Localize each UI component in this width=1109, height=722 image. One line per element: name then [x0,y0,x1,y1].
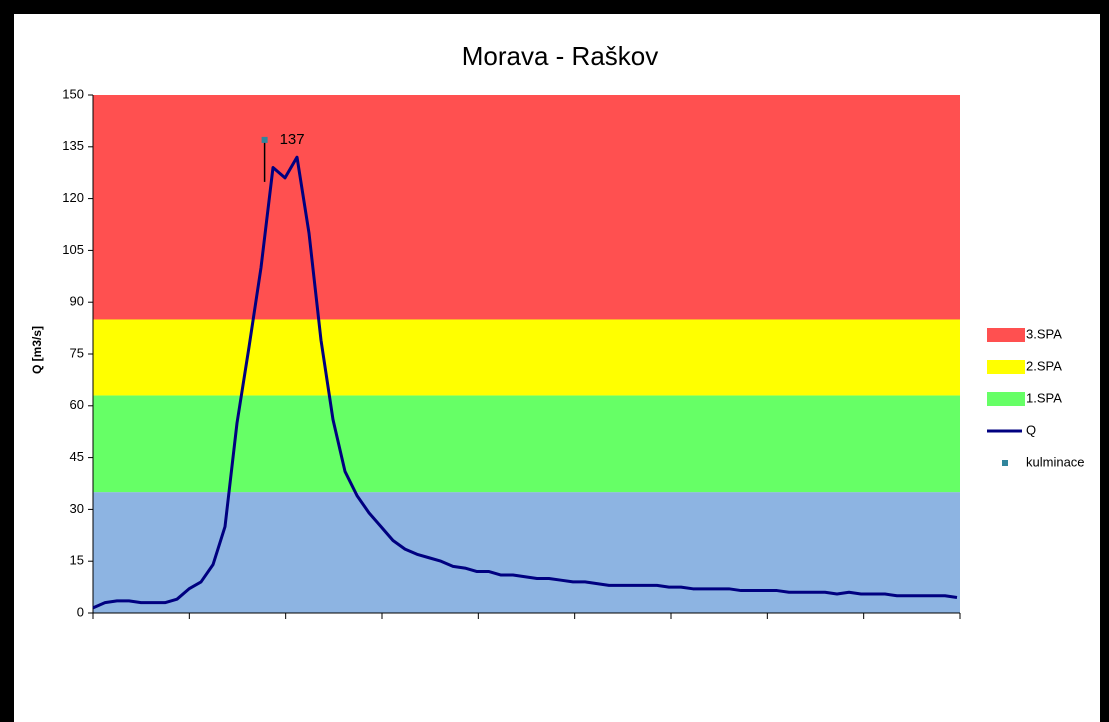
y-tick-label: 75 [70,345,84,360]
legend-swatch [987,392,1025,406]
y-tick-label: 15 [70,553,84,568]
band [93,95,960,320]
y-tick-label: 30 [70,501,84,516]
y-tick-label: 0 [77,604,84,619]
kulminace-point [261,136,268,143]
y-tick-label: 45 [70,449,84,464]
y-tick-label: 135 [62,138,84,153]
band [93,492,960,613]
band [93,395,960,493]
legend-label: kulminace [1026,454,1085,469]
band [93,319,960,396]
data-label: 137 [280,131,305,148]
y-tick-label: 150 [62,86,84,101]
y-axis-label: Q [m3/s] [30,326,44,374]
legend-label: 1.SPA [1026,390,1062,405]
legend-marker [1002,460,1008,466]
legend-swatch [987,360,1025,374]
y-tick-label: 90 [70,294,84,309]
y-tick-label: 105 [62,242,84,257]
legend-label: 2.SPA [1026,358,1062,373]
q-line [92,155,958,610]
y-tick-label: 60 [70,397,84,412]
y-tick-label: 120 [62,190,84,205]
legend-swatch [987,328,1025,342]
chart-title: Morava - Raškov [462,41,659,71]
legend-label: Q [1026,422,1036,437]
legend-label: 3.SPA [1026,326,1062,341]
